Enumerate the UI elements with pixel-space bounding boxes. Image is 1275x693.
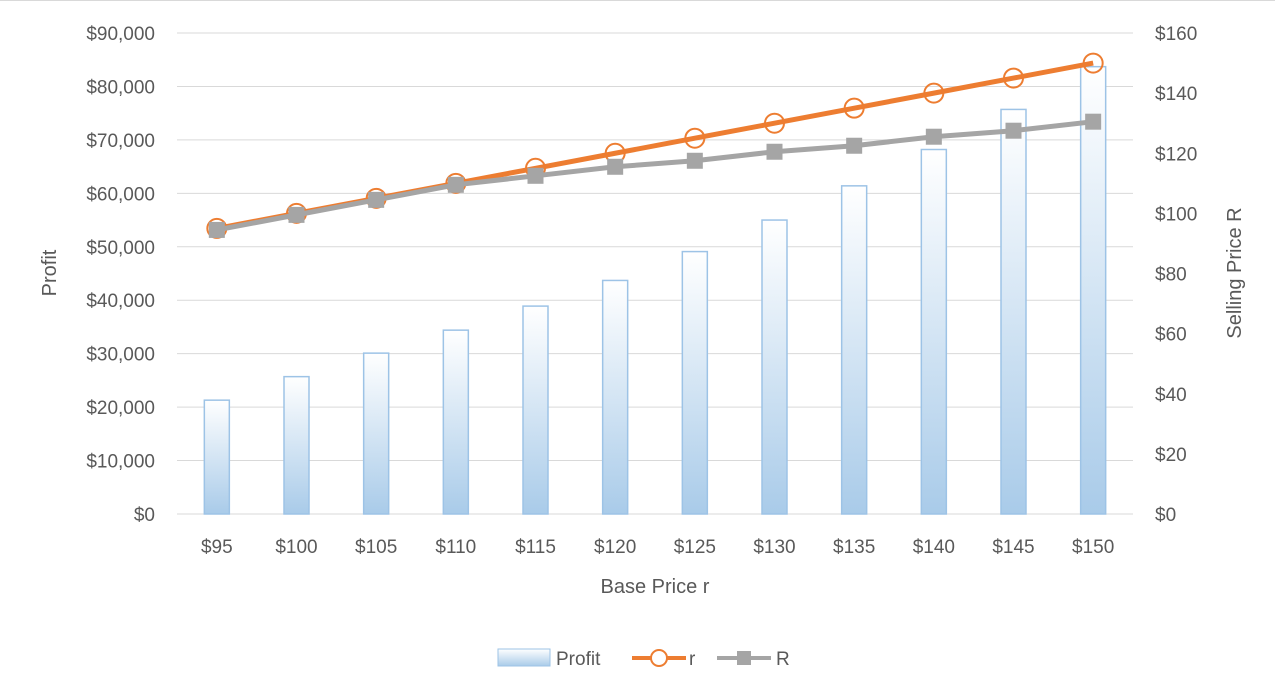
R-line xyxy=(216,119,1094,233)
left-tick-label: $50,000 xyxy=(86,238,155,259)
gridlines xyxy=(177,32,1133,515)
profit-bar xyxy=(601,279,629,515)
profit-bar xyxy=(522,305,549,515)
left-tick-label: $80,000 xyxy=(86,77,155,98)
price-lines xyxy=(206,52,1104,239)
profit-bar xyxy=(442,329,470,515)
legend: Profit r R xyxy=(497,648,790,670)
x-tick-label: $110 xyxy=(435,537,476,558)
R-marker xyxy=(208,221,225,238)
x-axis-ticks: $95 $100 $105 $110 $115 $120 $125 $130 $135 $140 $… xyxy=(201,537,1114,558)
profit-bar xyxy=(1079,65,1107,515)
r-marker xyxy=(923,82,945,104)
left-tick-label: $60,000 xyxy=(86,184,155,205)
x-tick-label: $120 xyxy=(594,537,636,558)
right-axis-ticks: $0 $20 $40 $60 $80 $100 $120 $140 $160 xyxy=(1155,24,1197,526)
r-marker xyxy=(764,112,785,134)
x-tick-label: $125 xyxy=(674,537,716,558)
left-axis-ticks: $0 $10,000 $20,000 $30,000 $40,000 $50,000 $60… xyxy=(86,24,155,526)
legend-R-marker xyxy=(737,651,751,665)
x-tick-label: $130 xyxy=(753,537,795,558)
r-marker xyxy=(1003,67,1024,89)
r-marker xyxy=(1082,52,1104,74)
r-marker xyxy=(684,127,706,149)
right-axis-title: Selling Price R xyxy=(1224,207,1246,338)
R-marker xyxy=(1005,122,1022,139)
R-marker xyxy=(288,206,305,223)
legend-profit-label: Profit xyxy=(556,649,601,670)
left-tick-label: $10,000 xyxy=(86,452,155,473)
profit-bar xyxy=(1000,108,1027,515)
x-tick-label: $145 xyxy=(992,537,1034,558)
profit-bar xyxy=(840,185,868,515)
R-marker xyxy=(766,143,783,160)
R-marker xyxy=(846,137,863,154)
R-marker xyxy=(607,158,624,175)
R-marker xyxy=(1085,113,1102,130)
x-tick-label: $100 xyxy=(275,537,317,558)
profit-bars xyxy=(203,65,1107,515)
right-tick-label: $60 xyxy=(1155,325,1187,346)
x-tick-label: $135 xyxy=(833,537,875,558)
left-tick-label: $20,000 xyxy=(86,398,155,419)
legend-r-marker xyxy=(650,649,668,667)
right-tick-label: $140 xyxy=(1155,84,1197,105)
R-marker xyxy=(686,152,703,169)
left-tick-label: $30,000 xyxy=(86,345,155,366)
profit-bar xyxy=(203,399,231,515)
R-marker xyxy=(447,176,464,193)
profit-bar xyxy=(761,219,788,515)
left-tick-label: $40,000 xyxy=(86,291,155,312)
profit-bar xyxy=(283,375,310,515)
x-axis-title: Base Price r xyxy=(601,576,710,598)
left-tick-label: $0 xyxy=(134,505,155,526)
profit-bar xyxy=(362,352,390,515)
x-tick-label: $150 xyxy=(1072,537,1114,558)
legend-R-label: R xyxy=(776,649,790,670)
right-tick-label: $20 xyxy=(1155,445,1187,466)
legend-profit-swatch xyxy=(497,648,551,667)
R-marker xyxy=(368,191,385,208)
R-marker xyxy=(925,128,942,145)
right-tick-label: $120 xyxy=(1155,144,1197,165)
R-marker xyxy=(527,167,544,184)
right-tick-label: $40 xyxy=(1155,385,1187,406)
profit-bar xyxy=(681,250,709,515)
x-tick-label: $95 xyxy=(201,537,233,558)
x-tick-label: $140 xyxy=(913,537,955,558)
right-tick-label: $0 xyxy=(1155,505,1176,526)
left-tick-label: $70,000 xyxy=(86,131,155,152)
right-tick-label: $160 xyxy=(1155,24,1197,45)
r-marker xyxy=(843,97,865,119)
left-axis-title: Profit xyxy=(39,249,61,296)
legend-r-label: r xyxy=(689,649,696,670)
right-tick-label: $80 xyxy=(1155,265,1187,286)
right-tick-label: $100 xyxy=(1155,204,1197,225)
profit-bar xyxy=(920,148,948,515)
x-tick-label: $115 xyxy=(515,537,556,558)
x-tick-label: $105 xyxy=(355,537,397,558)
left-tick-label: $90,000 xyxy=(86,24,155,45)
